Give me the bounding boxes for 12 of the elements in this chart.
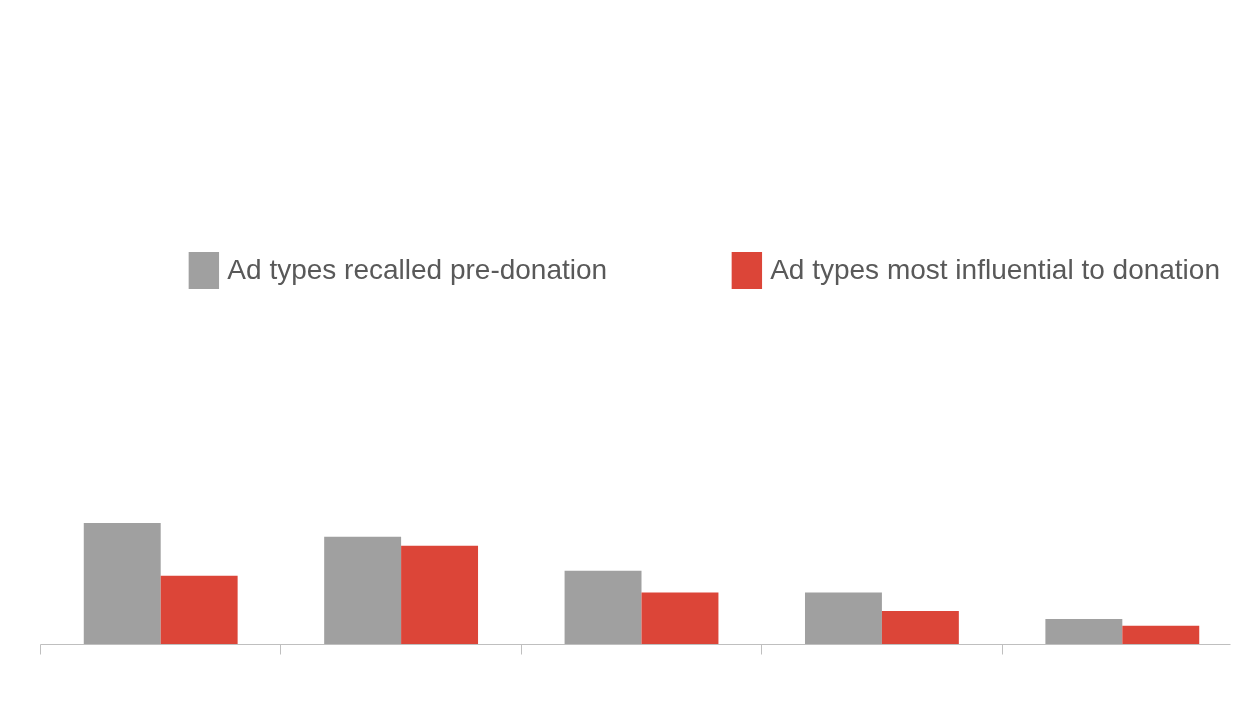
- bar: [804, 592, 882, 645]
- bar: [881, 610, 959, 645]
- bar: [1045, 618, 1123, 645]
- bar: [564, 570, 642, 645]
- bar: [401, 545, 479, 645]
- bar: [83, 522, 161, 645]
- legend-label: Ad types recalled pre-donation: [227, 254, 608, 286]
- legend-label: Ad types most influential to donation: [770, 254, 1220, 286]
- bar: [160, 575, 238, 645]
- bar: [641, 592, 719, 645]
- bar: [1122, 625, 1200, 645]
- bar: [324, 536, 402, 645]
